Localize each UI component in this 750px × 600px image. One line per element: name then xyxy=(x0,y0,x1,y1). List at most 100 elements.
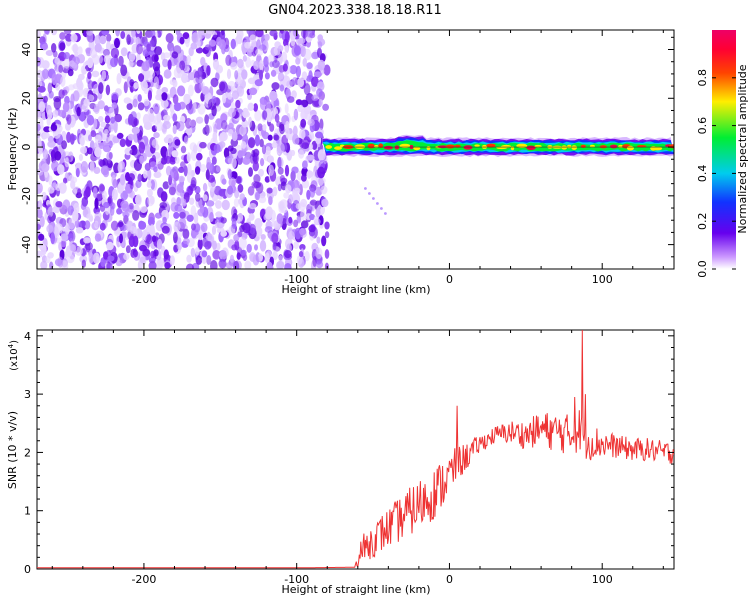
noise-blob xyxy=(293,219,299,228)
noise-blob xyxy=(69,133,75,145)
noise-blob xyxy=(227,185,234,195)
noise-blob xyxy=(79,111,85,122)
noise-blob xyxy=(242,156,251,165)
noise-blob xyxy=(288,230,295,241)
colorbar-tick-label: 0.2 xyxy=(696,212,709,230)
noise-blob xyxy=(47,82,53,94)
noise-blob xyxy=(241,141,247,149)
noise-blob xyxy=(297,37,306,44)
noise-blob xyxy=(324,249,330,259)
noise-blob xyxy=(264,33,270,41)
noise-blob xyxy=(169,79,177,86)
snr-frame xyxy=(36,329,675,570)
noise-blob xyxy=(235,176,242,184)
noise-blob xyxy=(84,220,91,230)
noise-blob xyxy=(284,45,289,53)
noise-blob xyxy=(204,124,210,136)
noise-blob xyxy=(291,166,299,174)
noise-blob xyxy=(208,39,217,47)
noise-blob xyxy=(254,79,263,87)
noise-blob xyxy=(269,90,278,102)
noise-blob xyxy=(210,77,219,88)
noise-blob xyxy=(127,113,134,125)
noise-blob xyxy=(126,34,131,45)
snr-scale-exponent: 4 xyxy=(7,343,15,348)
signal-peak xyxy=(394,145,400,150)
noise-blob xyxy=(110,220,119,231)
noise-blob xyxy=(151,235,157,243)
noise-blob xyxy=(279,30,284,34)
noise-blob xyxy=(133,118,139,126)
noise-blob xyxy=(195,74,203,84)
noise-blob xyxy=(163,69,172,79)
noise-blob xyxy=(262,110,268,120)
noise-blob xyxy=(111,188,118,201)
noise-blob xyxy=(147,108,154,120)
spectrogram-y-axis-label: Frequency (Hz) xyxy=(6,108,19,191)
noise-blob xyxy=(301,71,308,81)
noise-blob xyxy=(307,118,315,127)
noise-blob xyxy=(62,199,71,210)
noise-blob xyxy=(324,262,329,269)
x-tick-label: 0 xyxy=(446,273,453,286)
noise-blob xyxy=(206,65,211,76)
noise-blob xyxy=(157,30,162,38)
noise-blob xyxy=(55,83,60,91)
noise-blob xyxy=(295,203,302,210)
snr-scale-prefix: (x10 xyxy=(9,348,20,371)
noise-blob xyxy=(101,70,107,80)
noise-blob xyxy=(125,245,131,254)
noise-blob xyxy=(94,134,102,144)
noise-blob xyxy=(75,167,80,178)
colorbar: 0.0 0.2 0.4 0.6 0.8 Normalized spectral ampl… xyxy=(696,30,749,278)
noise-blob xyxy=(70,33,78,43)
noise-blob xyxy=(272,60,280,68)
noise-blob xyxy=(119,138,126,148)
noise-blob xyxy=(254,134,260,147)
colorbar-tick-label: 0.0 xyxy=(696,260,709,278)
signal-peak xyxy=(374,145,379,148)
noise-blob xyxy=(67,68,74,77)
noise-blob xyxy=(251,149,256,158)
noise-blob xyxy=(138,221,147,230)
noise-blob xyxy=(248,213,255,221)
noise-blob xyxy=(50,149,56,159)
noise-blob xyxy=(164,155,172,164)
noise-blob xyxy=(78,73,85,81)
x-tick-label: 0 xyxy=(446,573,453,586)
noise-blob xyxy=(202,194,208,202)
noise-blob xyxy=(160,191,168,202)
noise-blob xyxy=(116,208,123,215)
noise-blob xyxy=(210,260,218,269)
noise-blob xyxy=(220,113,228,123)
noise-blob xyxy=(150,250,155,259)
noise-blob xyxy=(208,161,213,172)
noise-blob xyxy=(41,163,50,173)
noise-blob xyxy=(187,84,194,97)
signal-peak xyxy=(354,144,366,149)
noise-blob xyxy=(276,213,284,225)
noise-blob xyxy=(293,108,299,121)
noise-blob xyxy=(294,187,301,194)
noise-blob xyxy=(169,255,175,266)
noise-blob xyxy=(278,45,284,52)
noise-blob xyxy=(68,217,75,230)
noise-blob xyxy=(80,161,89,173)
noise-blob xyxy=(182,228,190,240)
noise-blob xyxy=(150,179,155,190)
snr-line xyxy=(37,330,674,569)
noise-blob xyxy=(200,164,207,173)
y-tick-label: 2 xyxy=(24,446,31,459)
noise-blob xyxy=(42,43,48,50)
noise-blob xyxy=(302,160,308,170)
noise-blob xyxy=(244,41,251,49)
noise-blob xyxy=(277,183,282,192)
noise-blob xyxy=(63,52,70,60)
noise-blob xyxy=(72,210,79,222)
y-tick-label: 1 xyxy=(24,505,31,518)
noise-blob xyxy=(228,177,236,188)
noise-blob xyxy=(101,30,110,36)
noise-blob xyxy=(309,213,315,221)
noise-blob xyxy=(267,134,273,141)
noise-blob xyxy=(87,80,94,90)
